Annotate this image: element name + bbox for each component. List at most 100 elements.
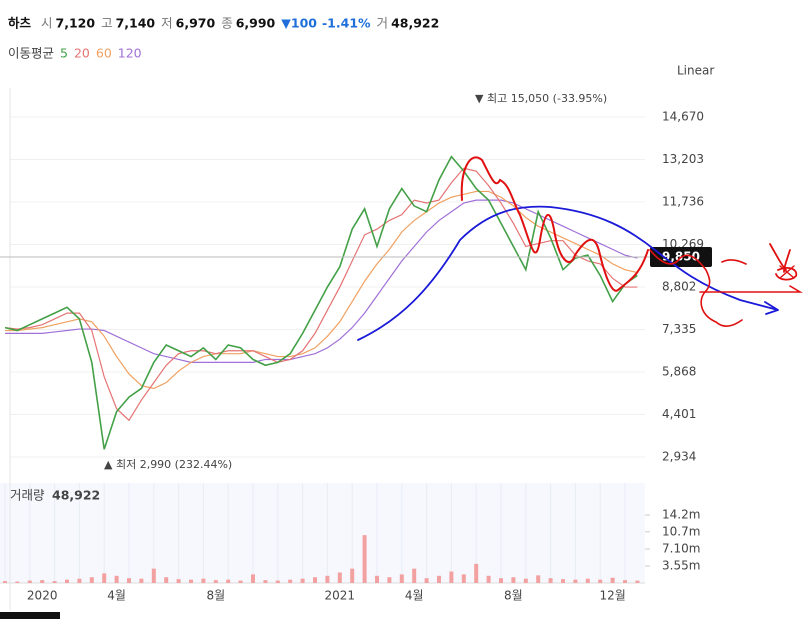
hand-drawing: [649, 249, 743, 327]
volume-bar: [635, 580, 640, 583]
ma-line: [4, 167, 638, 422]
volume-bar: [213, 580, 218, 583]
volume-bar: [536, 575, 541, 583]
volume-bar: [65, 579, 69, 583]
volume-bar: [387, 577, 392, 583]
volume-grid: [4, 483, 626, 583]
hand-drawing: [699, 259, 803, 293]
y-tick-label: 7.10m: [662, 542, 700, 556]
hand-drawing: [460, 156, 649, 292]
volume-bar: [238, 580, 243, 583]
field-value: 6,970: [176, 16, 216, 31]
volume-bar: [251, 574, 255, 583]
y-tick-label: 4,401: [662, 407, 696, 421]
volume-bar: [176, 579, 181, 583]
field-label: 거: [377, 16, 389, 31]
field-value: 7,140: [116, 16, 156, 31]
x-tick-label: 2021: [325, 589, 356, 603]
volume-bar: [139, 578, 144, 583]
field-value: 7,120: [56, 16, 96, 31]
x-tick-label: 2020: [27, 589, 58, 603]
x-tick-label: 4월: [107, 589, 126, 603]
volume-bar: [548, 578, 553, 583]
y-tick-label: 11,736: [662, 194, 704, 208]
volume-bar: [164, 577, 169, 583]
volume-bar: [313, 577, 317, 583]
x-tick-label: 4월: [405, 589, 424, 603]
volume-bar: [523, 578, 528, 583]
low-label: ▲ 최저 2,990 (232.44%): [104, 458, 232, 471]
field-label: 고: [101, 16, 113, 31]
legend-entry: 20: [74, 46, 90, 61]
scale-mode[interactable]: Linear: [677, 64, 714, 78]
volume-bar: [561, 579, 565, 583]
volume-bar: [412, 568, 417, 583]
volume-bar: [623, 580, 627, 583]
volume-bar: [127, 578, 131, 583]
change-pct: -1.41%: [322, 16, 371, 31]
volume-bar: [511, 577, 516, 583]
field-value: 6,990: [236, 16, 276, 31]
volume-bar: [102, 573, 107, 583]
volume-bar: [263, 580, 268, 583]
volume-bar: [461, 574, 466, 583]
volume-bar: [486, 575, 491, 583]
volume-bar: [300, 578, 305, 583]
hand-drawing: [769, 243, 798, 281]
volume-bar: [52, 581, 57, 583]
volume-bar: [598, 579, 603, 583]
volume-bar: [27, 580, 32, 583]
volume-bar: [288, 579, 293, 583]
field-value: 48,922: [391, 16, 439, 31]
x-tick-label: 8월: [206, 589, 225, 603]
legend-entry: 5: [60, 46, 68, 61]
volume-bar: [449, 571, 454, 583]
y-tick-label: 14,670: [662, 109, 704, 123]
field-label: 시: [41, 16, 53, 31]
high-label: ▼ 최고 15,050 (-33.95%): [475, 92, 607, 105]
volume-bar: [40, 580, 45, 583]
ma-line: [5, 199, 638, 363]
y-tick-label: 5,868: [662, 364, 696, 378]
volume-bar: [424, 578, 429, 583]
volume-bar: [114, 575, 119, 583]
volume-bar: [89, 577, 94, 583]
volume-bar: [399, 574, 404, 583]
hand-drawing: [779, 265, 795, 279]
field-label: 저: [161, 16, 173, 31]
field-label: 종: [221, 16, 233, 31]
volume-bar: [77, 578, 82, 583]
volume-bar: [151, 568, 156, 583]
volume-bar: [362, 535, 367, 583]
stock-name: 하츠: [8, 16, 32, 31]
volume-bar: [226, 579, 231, 583]
y-tick-label: 7,335: [662, 322, 696, 336]
volume-bar: [585, 578, 590, 583]
volume-bar: [610, 577, 615, 583]
volume-bar: [437, 575, 441, 583]
change: ▼100: [281, 16, 317, 31]
volume-bar: [189, 579, 193, 583]
ma-line: [4, 155, 638, 450]
volume-bar: [499, 578, 503, 583]
volume-bar: [325, 575, 330, 583]
hand-drawing: [357, 205, 779, 341]
volume-bar: [337, 572, 342, 583]
volume-bar: [201, 578, 206, 583]
volume-bar: [474, 563, 479, 583]
x-tick-label: 8월: [504, 589, 523, 603]
volume-bar: [375, 575, 379, 583]
volume-bar: [15, 581, 20, 583]
volume-bar: [3, 581, 7, 583]
volume-title: 거래량: [10, 488, 45, 503]
y-tick-label: 3.55m: [662, 559, 700, 573]
volume-bar: [573, 579, 578, 583]
volume-title-value: 48,922: [52, 488, 100, 503]
volume-pane: [0, 483, 645, 583]
y-tick-label: 8,802: [662, 279, 696, 293]
legend-entry: 60: [96, 46, 112, 61]
volume-bar: [350, 568, 355, 583]
legend-entry: 120: [118, 46, 142, 61]
